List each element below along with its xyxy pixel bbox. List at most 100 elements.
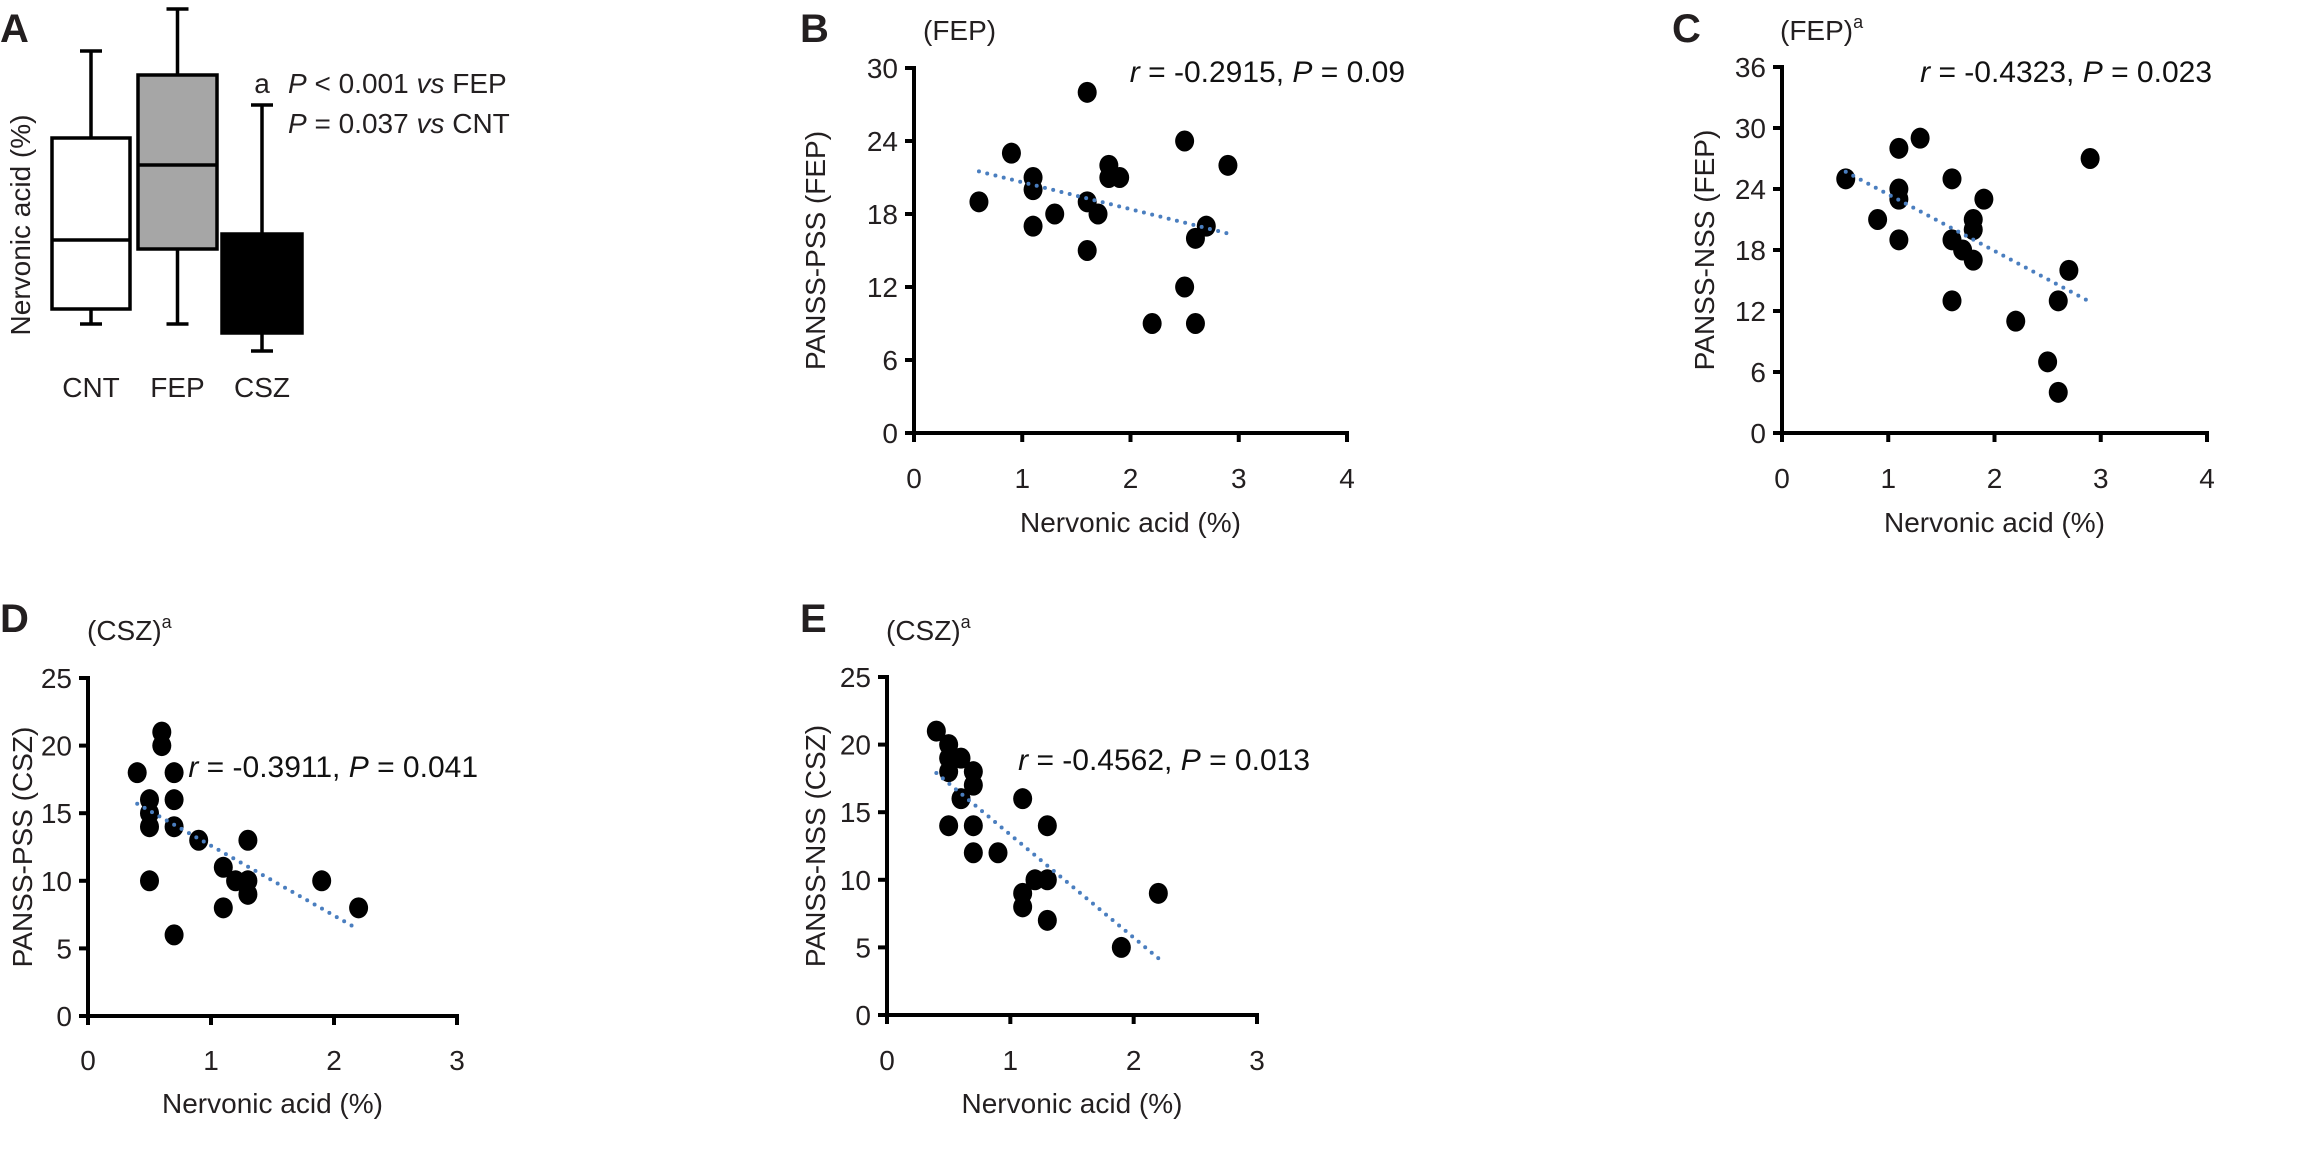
panel-title: (CSZ)a — [886, 612, 972, 646]
data-point — [1023, 215, 1043, 237]
data-point — [1142, 313, 1162, 334]
data-point — [164, 924, 184, 946]
data-point — [164, 762, 184, 784]
x-tick-label: 0 — [906, 463, 922, 494]
y-tick-label: 18 — [867, 199, 898, 230]
x-tick-label: 2 — [1987, 463, 2003, 494]
data-point — [1889, 229, 1909, 251]
x-axis-title: Nervonic acid (%) — [162, 1088, 383, 1119]
y-tick-label: 30 — [867, 53, 898, 84]
y-tick-label: 0 — [1750, 418, 1766, 449]
data-point — [1218, 154, 1238, 176]
y-tick-label: 10 — [41, 866, 72, 897]
data-point — [1974, 188, 1994, 210]
y-tick-label: 20 — [41, 731, 72, 762]
panel-title: (FEP)a — [1780, 12, 1864, 46]
data-point — [1889, 137, 1909, 159]
data-point — [238, 883, 258, 905]
x-axis-title: Nervonic acid (%) — [1884, 507, 2105, 538]
italic-symbol: P — [288, 68, 307, 99]
title-superscript: a — [162, 612, 173, 632]
category-label: FEP — [150, 372, 204, 403]
x-tick-label: 3 — [2093, 463, 2109, 494]
x-axis-title: Nervonic acid (%) — [962, 1088, 1183, 1119]
y-tick-label: 12 — [867, 272, 898, 303]
italic-symbol: vs — [416, 108, 444, 139]
data-point — [152, 735, 172, 757]
box-iqr — [220, 232, 304, 335]
y-tick-label: 0 — [855, 1000, 871, 1031]
panel-letter: D — [0, 597, 29, 641]
x-tick-label: 1 — [1014, 463, 1030, 494]
x-tick-label: 1 — [1880, 463, 1896, 494]
x-tick-label: 1 — [1003, 1045, 1019, 1076]
data-point — [312, 870, 332, 892]
x-tick-label: 2 — [1123, 463, 1139, 494]
y-tick-label: 12 — [1735, 296, 1766, 327]
data-point — [1013, 896, 1033, 918]
data-point — [1910, 127, 1930, 149]
data-point — [1148, 882, 1168, 904]
stat-text: = -0.4562, — [1028, 744, 1181, 777]
panel-letter: A — [0, 7, 29, 51]
box-fep — [136, 7, 219, 326]
x-tick-label: 3 — [1249, 1045, 1265, 1076]
stat-text: = 0.013 — [1201, 744, 1310, 777]
data-point — [2048, 290, 2068, 312]
x-tick-label: 1 — [203, 1045, 219, 1076]
data-point — [2080, 148, 2100, 169]
y-tick-label: 0 — [56, 1001, 72, 1032]
correlation-stats: r = -0.3911, P = 0.041 — [188, 751, 478, 784]
panel-title: (FEP) — [923, 15, 996, 46]
y-tick-label: 5 — [855, 932, 871, 963]
stat-text: < 0.001 — [307, 68, 417, 99]
data-point — [2059, 259, 2079, 281]
data-point — [1868, 209, 1888, 230]
y-tick-label: 25 — [41, 663, 72, 694]
category-label: CNT — [62, 372, 120, 403]
stat-text: = -0.3911, — [198, 751, 348, 784]
y-tick-label: 24 — [867, 126, 898, 157]
y-tick-label: 15 — [840, 797, 871, 828]
data-point — [1037, 909, 1057, 931]
data-point — [140, 870, 159, 892]
correlation-stats: r = -0.4562, P = 0.013 — [1018, 744, 1310, 777]
panel-letter: C — [1672, 7, 1701, 51]
y-tick-label: 30 — [1735, 113, 1766, 144]
x-tick-label: 2 — [1126, 1045, 1142, 1076]
data-point — [951, 747, 971, 769]
data-point — [213, 856, 233, 878]
data-point — [1037, 869, 1057, 891]
x-tick-label: 0 — [80, 1045, 96, 1076]
trendline — [934, 770, 1161, 961]
x-tick-label: 4 — [2199, 463, 2215, 494]
italic-symbol: P — [1292, 56, 1312, 89]
italic-symbol: vs — [416, 68, 444, 99]
trendline — [135, 801, 361, 932]
data-point — [2048, 381, 2068, 403]
data-point — [988, 842, 1008, 864]
data-point — [1963, 219, 1983, 241]
x-tick-label: 0 — [879, 1045, 895, 1076]
data-point — [189, 829, 209, 851]
y-tick-label: 25 — [840, 662, 871, 693]
correlation-stats: r = -0.2915, P = 0.09 — [1130, 56, 1405, 89]
box-cnt — [50, 49, 132, 326]
data-point — [969, 191, 989, 213]
data-point — [963, 774, 983, 796]
italic-symbol: P — [2083, 56, 2103, 89]
italic-symbol: r — [188, 751, 199, 784]
stat-text: FEP — [444, 68, 506, 99]
y-tick-label: 10 — [840, 865, 871, 896]
trendline — [976, 169, 1230, 236]
p-value-annotation: P < 0.001 vs FEP — [288, 68, 507, 99]
data-point — [963, 815, 983, 837]
data-point — [349, 897, 369, 919]
box-iqr — [50, 136, 132, 311]
p-value-annotation: P = 0.037 vs CNT — [288, 108, 510, 139]
y-axis-title: PANSS-NSS (FEP) — [1689, 130, 1720, 371]
box-csz — [220, 103, 304, 353]
data-point — [1077, 81, 1097, 103]
